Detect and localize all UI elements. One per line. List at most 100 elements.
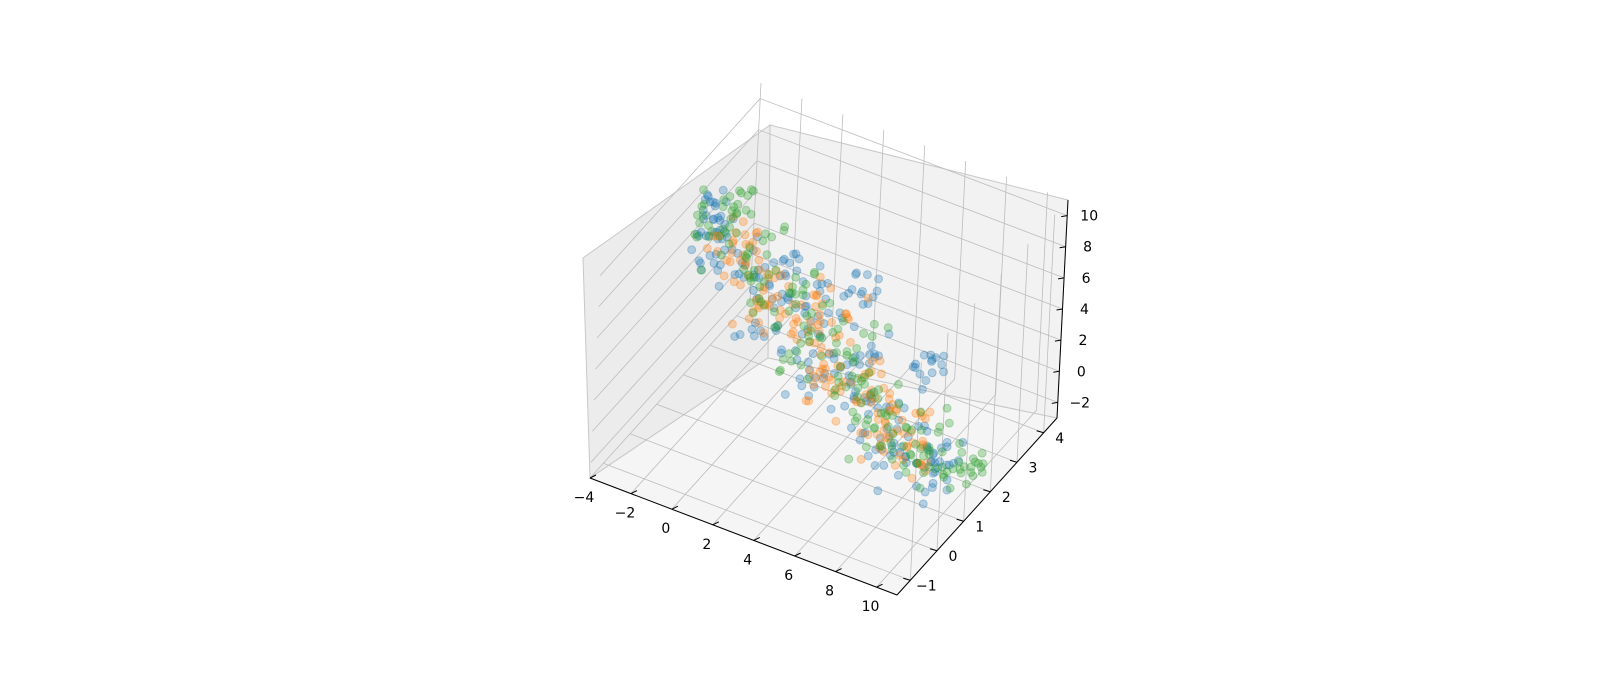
- scatter-point: [848, 407, 858, 417]
- scatter-point: [922, 426, 932, 436]
- scatter-point: [977, 448, 987, 458]
- scatter-point: [695, 218, 705, 228]
- scatter-point: [847, 378, 857, 388]
- scatter-point: [812, 280, 822, 290]
- scatter-point: [754, 255, 764, 265]
- y-tick-label: 3: [1029, 460, 1038, 476]
- scatter-point: [751, 228, 761, 238]
- scatter-point: [811, 291, 821, 301]
- scatter-point: [698, 210, 708, 220]
- scatter-point: [841, 382, 851, 392]
- scatter-point: [817, 279, 827, 289]
- scatter-point: [876, 369, 886, 379]
- scatter-point: [939, 351, 949, 361]
- scatter-point: [869, 319, 879, 329]
- scatter-point: [830, 385, 840, 395]
- scatter-point: [977, 467, 987, 477]
- scatter-point: [944, 460, 954, 470]
- scatter-point: [908, 362, 918, 372]
- scatter-point: [849, 322, 859, 332]
- scatter-point: [815, 316, 825, 326]
- scatter-point: [760, 262, 770, 272]
- y-gridline: [909, 362, 922, 581]
- scatter-point: [863, 430, 873, 440]
- scatter-point: [758, 328, 768, 338]
- scatter-point: [942, 437, 952, 447]
- scatter-point: [878, 446, 888, 456]
- scatter-point: [860, 428, 870, 438]
- scatter-point: [805, 365, 815, 375]
- scatter-point: [810, 338, 820, 348]
- scatter-point: [881, 402, 891, 412]
- scatter-point: [713, 231, 723, 241]
- z-gridline: [598, 129, 759, 307]
- scatter-point: [709, 258, 719, 268]
- scatter-point: [842, 347, 852, 357]
- scatter-point: [926, 456, 936, 466]
- scatter-point: [708, 197, 718, 207]
- scatter-point: [858, 299, 868, 309]
- scatter-point: [966, 462, 976, 472]
- y-axis-line: [896, 417, 1058, 596]
- scatter-point: [715, 231, 725, 241]
- scatter-point: [891, 404, 901, 414]
- z-gridline: [595, 191, 756, 370]
- z-gridline: [760, 98, 1068, 216]
- scatter-point: [752, 293, 762, 303]
- scatter-point: [787, 288, 797, 298]
- scatter-point: [727, 319, 737, 329]
- scatter-point: [921, 376, 931, 386]
- z-tick-label: 2: [1078, 333, 1087, 349]
- scatter-point: [735, 186, 745, 196]
- scatter-point: [703, 191, 713, 201]
- scatter-point: [769, 307, 779, 317]
- scatter-point: [942, 403, 952, 413]
- scatter-point: [847, 371, 857, 381]
- scatter-point: [760, 299, 770, 309]
- scatter-point: [735, 330, 745, 340]
- scatter-point: [970, 457, 980, 467]
- scatter-point: [888, 429, 898, 439]
- scatter-point: [816, 350, 826, 360]
- scatter-point: [870, 393, 880, 403]
- scatter-point: [841, 309, 851, 319]
- scatter-point: [871, 445, 881, 455]
- scatter-point: [911, 458, 921, 468]
- scatter-point: [692, 229, 702, 239]
- scatter-point: [751, 272, 761, 282]
- scatter-point: [802, 311, 812, 321]
- y-tick-mark: [1036, 430, 1044, 434]
- scatter-point: [732, 209, 742, 219]
- scatter-point: [851, 395, 861, 405]
- scatter-point: [759, 282, 769, 292]
- scatter-point: [927, 355, 937, 365]
- scatter-point: [844, 371, 854, 381]
- scatter-point: [861, 442, 871, 452]
- scatter-point: [842, 312, 852, 322]
- scatter-point: [728, 238, 738, 248]
- scatter-point: [756, 297, 766, 307]
- scatter-point: [705, 251, 715, 261]
- scatter-point: [857, 286, 867, 296]
- scatter-point: [847, 284, 857, 294]
- scatter-point: [728, 214, 738, 224]
- scatter-point: [774, 367, 784, 377]
- scatter-point: [743, 249, 753, 259]
- scatter-point: [749, 331, 759, 341]
- scatter-point: [887, 444, 897, 454]
- scatter-point: [892, 424, 902, 434]
- scatter-point: [695, 258, 705, 268]
- scatter-point: [714, 281, 724, 291]
- scatter-point: [701, 210, 711, 220]
- scatter-point: [883, 433, 893, 443]
- scatter-point: [749, 272, 759, 282]
- scatter-point: [746, 276, 756, 286]
- scatter-point: [894, 415, 904, 425]
- x-gridline: [753, 363, 915, 541]
- scatter-point: [857, 373, 867, 383]
- scatter-point: [961, 479, 971, 489]
- scatter-point: [783, 295, 793, 305]
- scatter-point: [824, 372, 834, 382]
- scatter-point: [715, 215, 725, 225]
- scatter-point: [699, 214, 709, 224]
